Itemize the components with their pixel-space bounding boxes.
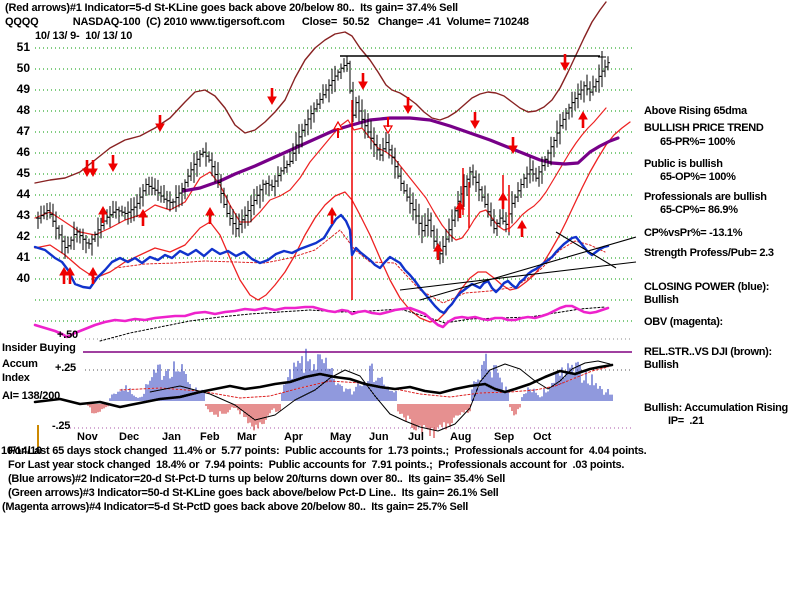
minus-25-label: -.25	[52, 420, 71, 432]
month-label-mar: Mar	[237, 431, 257, 443]
price-axis-label-40: 40	[16, 271, 30, 285]
note-obv: OBV (magenta):	[644, 316, 723, 328]
insider-buying-label: Insider Buying	[2, 342, 76, 354]
note-strength: Strength Profess/Pub= 2.3	[644, 247, 774, 259]
ma65-line	[181, 116, 620, 193]
trendlines	[399, 231, 637, 301]
lower-band-line	[34, 121, 631, 323]
month-label-aug: Aug	[450, 431, 472, 443]
price-axis-label-43: 43	[16, 208, 30, 222]
accumulation-index-histogram	[87, 348, 613, 438]
index-label: Index	[2, 372, 30, 384]
stat-65-days: For Last 65 days stock changed 11.4% or …	[8, 445, 647, 457]
price-axis-label-51: 51	[16, 40, 30, 54]
month-label-dec: Dec	[119, 431, 140, 443]
note-cp-bullish: Bullish	[644, 294, 679, 306]
ai-value-label: AI= 138/200	[2, 390, 61, 402]
note-rel-bullish: Bullish	[644, 359, 679, 371]
price-axis-label-47: 47	[16, 124, 30, 138]
obv-line	[33, 304, 610, 339]
plus-50-label: +.50	[57, 329, 78, 341]
ai-thin-line	[149, 360, 611, 432]
month-label-sep: Sep	[494, 431, 515, 443]
note-cpvspr: CP%vsPr%= -13.1%	[644, 227, 743, 239]
price-axis-label-46: 46	[16, 145, 30, 159]
price-axis-label-41: 41	[16, 250, 30, 264]
note-relstr: REL.STR..VS DJI (brown):	[644, 346, 772, 358]
obv-black-dotted	[99, 306, 606, 342]
signal-magenta-arrows: (Magenta arrows)#4 Indicator=5-d St-PctD…	[2, 501, 469, 513]
signal-red-arrows-line: (Red arrows)#1 Indicator=5-d St-KLine go…	[5, 2, 458, 14]
signal-blue-arrows: (Blue arrows)#2 Indicator=20-d St-Pct-D …	[8, 473, 506, 485]
closing-power-red-dotted	[114, 229, 606, 304]
price-axis-label-42: 42	[16, 229, 30, 243]
month-label-may: May	[330, 431, 352, 443]
month-label-feb: Feb	[200, 431, 220, 443]
price-axis-label-50: 50	[16, 61, 30, 75]
month-label-jan: Jan	[162, 431, 181, 443]
signal-arrows	[59, 54, 588, 284]
note-public: Public is bullish	[644, 158, 723, 170]
note-closing-power: CLOSING POWER (blue):	[644, 281, 770, 293]
date-range: 10/ 13/ 9- 10/ 13/ 10	[35, 30, 133, 42]
price-gridlines	[35, 47, 632, 322]
ai-red-dotted-line	[119, 366, 609, 399]
mid-band-line	[34, 107, 607, 241]
price-axis-label-49: 49	[16, 82, 30, 96]
date-stamp: 10/14/10	[1, 445, 42, 457]
month-label-nov: Nov	[77, 431, 98, 443]
note-65cp: 65-CP%= 86.9%	[660, 204, 738, 216]
plus-25-label: +.25	[55, 362, 76, 374]
closing-power-line	[33, 213, 610, 315]
price-axis-label-44: 44	[16, 187, 30, 201]
ai-thick-line	[33, 363, 614, 409]
note-ip: IP= .21	[668, 415, 704, 427]
title-line: QQQQ NASDAQ-100 (C) 2010 www.tigersoft.c…	[5, 16, 529, 28]
note-65pr: 65-PR%= 100%	[660, 136, 735, 148]
price-axis-label-45: 45	[16, 166, 30, 180]
candlesticks	[36, 56, 610, 265]
reference-lines	[70, 338, 632, 429]
note-accum: Bullish: Accumulation Rising	[644, 402, 788, 414]
resistance-line	[340, 51, 606, 61]
month-label-jul: Jul	[408, 431, 424, 443]
month-label-apr: Apr	[284, 431, 303, 443]
month-label-jun: Jun	[369, 431, 389, 443]
note-professionals: Professionals are bullish	[644, 191, 767, 203]
price-axis-label-48: 48	[16, 103, 30, 117]
stat-year: For Last year stock changed 18.4% or 7.9…	[8, 459, 625, 471]
upper-band-line	[34, 1, 607, 184]
signal-green-arrows: (Green arrows)#3 Indicator=50-d St-KLine…	[8, 487, 499, 499]
note-65op: 65-OP%= 100%	[660, 171, 736, 183]
note-price-trend: BULLISH PRICE TREND	[644, 122, 764, 134]
month-label-oct: Oct	[533, 431, 552, 443]
note-above-65dma: Above Rising 65dma	[644, 105, 747, 117]
accum-label: Accum	[2, 358, 38, 370]
